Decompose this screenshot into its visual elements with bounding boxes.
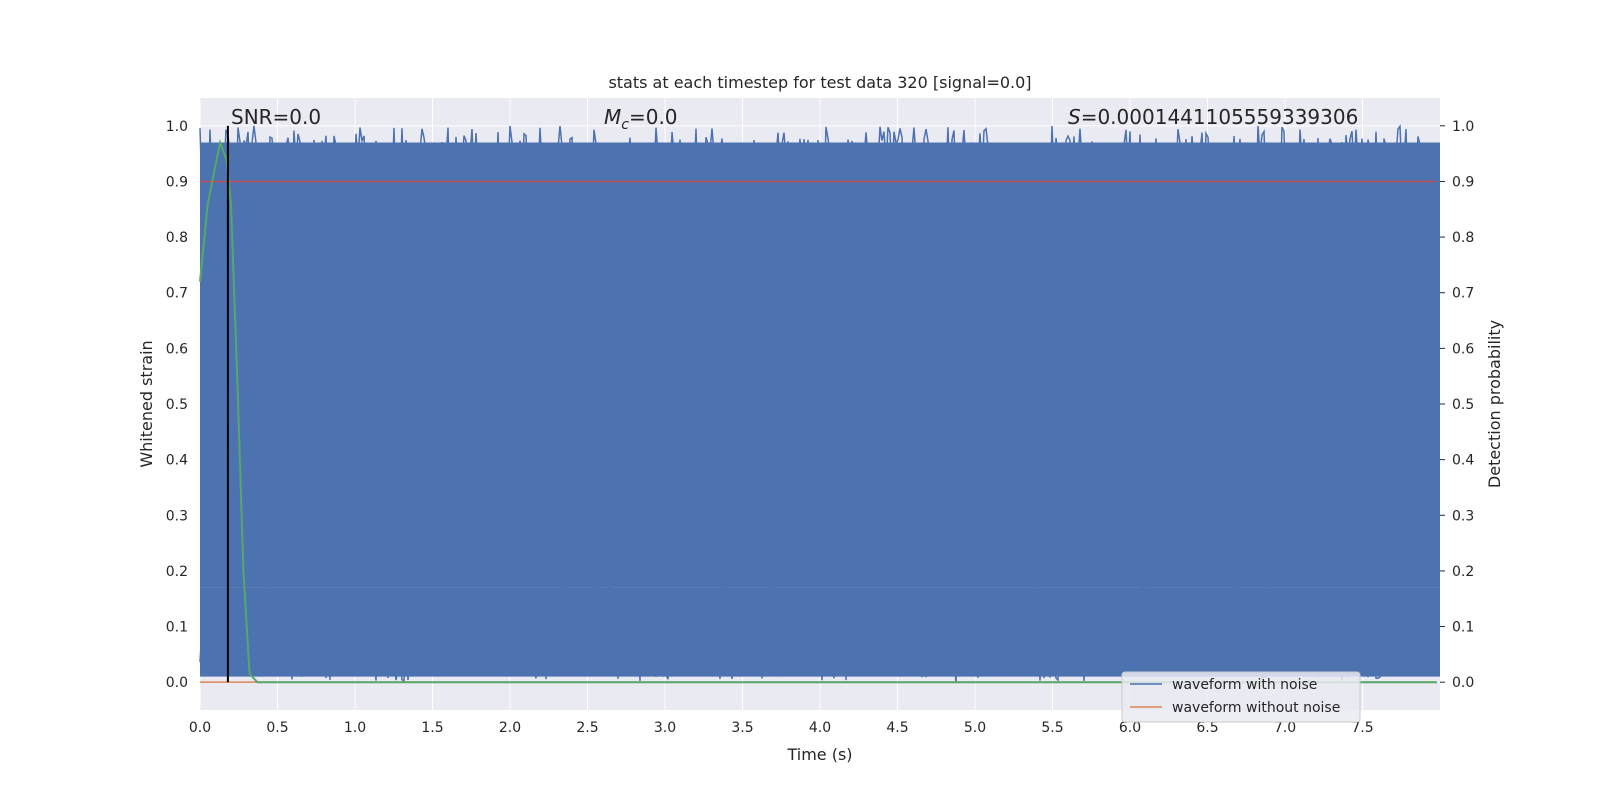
x-tick-label: 1.5	[421, 720, 443, 736]
y-tick-label-right: 0.8	[1452, 230, 1474, 246]
snr-annotation: SNR=0.0	[231, 105, 321, 129]
y-tick-label-right: 0.4	[1452, 453, 1474, 469]
y-tick-label-left: 0.2	[166, 564, 188, 580]
tick-labels: 0.0 0.5 1.0 1.5 2.0 2.5 3.0 3.5 4.0 4.5 5.0 5.5 6.0 6…	[166, 119, 1475, 736]
y-tick-label-left: 0.8	[166, 230, 188, 246]
y-tick-label-right: 0.9	[1452, 174, 1474, 190]
y-tick-label-left: 0.4	[166, 453, 188, 469]
x-tick-label: 0.5	[266, 720, 288, 736]
chirp-mass-symbol: M	[604, 105, 621, 129]
y-tick-label-left: 0.7	[166, 286, 188, 302]
s-value: =0.0001441105559339306	[1081, 105, 1359, 129]
x-tick-label: 2.5	[576, 720, 598, 736]
detection-probability-line	[199, 138, 1437, 684]
x-tick-label: 2.0	[499, 720, 521, 736]
y-tick-label-left: 0.9	[166, 174, 188, 190]
x-tick-label: 4.5	[886, 720, 908, 736]
noisy-waveform-lower-envelope	[199, 582, 1439, 683]
x-tick-label: 7.0	[1274, 720, 1296, 736]
chirp-mass-subscript: c	[621, 117, 629, 133]
x-tick-label: 7.5	[1351, 720, 1373, 736]
y-tick-label-right: 0.7	[1452, 286, 1474, 302]
chirp-mass-value: =0.0	[629, 105, 678, 129]
y-tick-label-right: 0.6	[1452, 341, 1474, 357]
y-tick-label-left: 0.0	[166, 675, 188, 691]
chart-title: stats at each timestep for test data 320…	[608, 73, 1031, 92]
chirp-mass-annotation: Mc=0.0	[604, 105, 678, 133]
x-tick-label: 6.5	[1196, 720, 1218, 736]
y-tick-label-right: 0.5	[1452, 397, 1474, 413]
noisy-waveform-series	[199, 124, 1440, 683]
noisy-waveform-upper-envelope	[199, 124, 1439, 204]
x-tick-label: 3.5	[731, 720, 753, 736]
x-tick-label: 5.0	[964, 720, 986, 736]
x-axis-label: Time (s)	[786, 745, 852, 764]
x-tick-label: 3.0	[654, 720, 676, 736]
y-axis-label-left: Whitened strain	[137, 340, 156, 467]
legend-box	[1121, 671, 1361, 723]
y-tick-label-left: 0.5	[166, 397, 188, 413]
y-tick-label-left: 0.1	[166, 620, 188, 636]
x-tick-label: 6.0	[1119, 720, 1141, 736]
y-tick-label-right: 0.1	[1452, 620, 1474, 636]
legend-label-noisy: waveform with noise	[1172, 677, 1317, 693]
s-annotation: S=0.0001441105559339306	[1068, 105, 1358, 129]
x-tick-label: 0.0	[189, 720, 211, 736]
legend: waveform with noise waveform without noi…	[1121, 671, 1361, 723]
y-tick-label-right: 0.0	[1452, 675, 1474, 691]
noisy-waveform-core	[200, 142, 1440, 588]
y-tick-label-left: 1.0	[166, 119, 188, 135]
x-tick-label: 1.0	[344, 720, 366, 736]
x-tick-label: 4.0	[809, 720, 831, 736]
s-symbol: S	[1068, 105, 1081, 129]
y-tick-label-left: 0.6	[166, 341, 188, 357]
x-tick-label: 5.5	[1041, 720, 1063, 736]
y-tick-label-left: 0.3	[166, 508, 188, 524]
y-tick-label-right: 0.2	[1452, 564, 1474, 580]
legend-label-clean: waveform without noise	[1172, 700, 1340, 716]
y-tick-label-right: 1.0	[1452, 119, 1474, 135]
y-tick-label-right: 0.3	[1452, 508, 1474, 524]
y-axis-label-right: Detection probability	[1485, 320, 1504, 488]
